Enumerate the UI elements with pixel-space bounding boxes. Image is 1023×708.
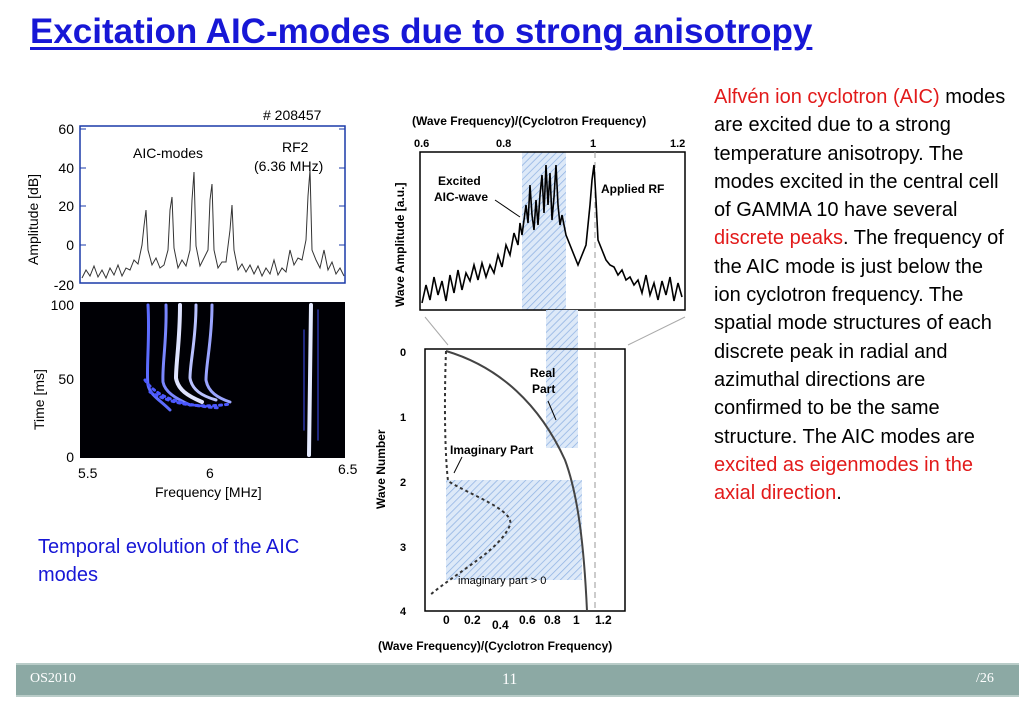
dispersion-plot-frame — [424, 348, 626, 612]
dispersion-xtick: 1.2 — [595, 613, 612, 627]
dispersion-xtick: 0.2 — [464, 613, 481, 627]
dispersion-xtick: 0.6 — [519, 613, 536, 627]
description-segment: discrete peaks — [714, 227, 843, 250]
real-part-curve — [445, 350, 588, 612]
spectrogram-traces — [143, 303, 319, 457]
spectrum-ytick: 0 — [66, 237, 74, 253]
footer-conference-label: OS2010 — [30, 671, 76, 686]
slide-title: Excitation AIC-modes due to strong aniso… — [30, 12, 813, 51]
dispersion-xtick: 0.4 — [492, 618, 509, 632]
dispersion-hatched-band — [446, 480, 582, 580]
wave-top-ticks: 0.6 0.8 1 1.2 — [414, 138, 685, 150]
spectrogram-ytick: 100 — [51, 297, 75, 313]
dispersion-xlabel: (Wave Frequency)/(Cyclotron Frequency) — [378, 639, 612, 653]
footer-page-total: /26 — [976, 671, 994, 686]
excited-aic-arrow — [494, 199, 521, 218]
spectrum-plot-ticks — [80, 128, 345, 246]
excited-aic-label: Excited — [438, 174, 481, 188]
spectrum-yticks: 60 40 20 0 -20 — [54, 121, 74, 293]
real-part-label-line2: Part — [532, 382, 555, 396]
wave-amplitude-ylabel: Wave Amplitude [a.u.] — [393, 183, 407, 307]
spectrogram-xticks: 5.5 6 6.5 — [78, 461, 358, 481]
spectrogram-xlabel: Frequency [MHz] — [155, 484, 262, 500]
wave-and-dispersion-figure: (Wave Frequency)/(Cyclotron Frequency) 0… — [374, 114, 686, 653]
figure-caption: Temporal evolution of the AIC modes — [38, 536, 300, 586]
description-segment: . The frequency of the AIC mode is just … — [714, 227, 1004, 448]
description-segment: Alfvén ion cyclotron (AIC) — [714, 86, 940, 108]
spectrum-ytick: 60 — [58, 121, 74, 137]
dispersion-ytick: 3 — [400, 542, 406, 554]
description-text: Alfvén ion cyclotron (AIC) modes are exc… — [714, 83, 1014, 507]
spectrum-ytick: 40 — [58, 160, 74, 176]
imaginary-part-arrow — [453, 456, 463, 474]
spectrum-ytick: 20 — [58, 198, 74, 214]
real-part-label: Real — [530, 366, 555, 380]
wave-top-tick: 0.8 — [496, 138, 511, 150]
spectrum-and-spectrogram-figure: # 208457 AIC-modes RF2 (6.36 MHz) 60 40 … — [25, 107, 358, 500]
imaginary-positive-label: imaginary part > 0 — [458, 575, 546, 587]
dispersion-hatched-column — [546, 310, 578, 448]
rf2-label: RF2 — [282, 139, 309, 155]
imaginary-part-label: Imaginary Part — [450, 443, 533, 457]
spectrum-plot-frame — [79, 125, 346, 284]
wave-top-tick: 1 — [590, 138, 596, 150]
spectrogram-xtick: 6 — [206, 465, 214, 481]
dispersion-xtick: 0 — [443, 613, 450, 627]
spectrum-ytick: -20 — [54, 277, 74, 293]
dispersion-ytick: 2 — [400, 477, 406, 489]
spectrum-ylabel: Amplitude [dB] — [25, 174, 41, 265]
wave-top-tick: 0.6 — [414, 138, 429, 150]
spectrogram-yticks: 100 50 0 — [51, 297, 75, 465]
applied-rf-label: Applied RF — [601, 182, 664, 196]
dispersion-yticks: 0 1 2 3 4 — [400, 347, 407, 618]
spectrogram-xtick: 6.5 — [338, 461, 358, 477]
rf2-frequency-label: (6.36 MHz) — [254, 158, 323, 174]
description-segment: . — [836, 482, 842, 505]
dispersion-ytick: 0 — [400, 347, 406, 359]
wave-hatched-band — [522, 152, 566, 310]
spectrogram-xtick: 5.5 — [78, 465, 98, 481]
dispersion-xtick: 0.8 — [544, 613, 561, 627]
slide-footer: OS2010 11 /26 — [16, 663, 1019, 697]
dispersion-ylabel: Wave Number — [374, 429, 388, 509]
excited-aic-wave-label: AIC-wave — [434, 190, 488, 204]
shot-number-label: # 208457 — [263, 107, 322, 123]
spectrogram-ylabel: Time [ms] — [31, 369, 47, 430]
plot-connector-lines — [424, 316, 686, 346]
dispersion-ytick: 4 — [400, 606, 407, 618]
spectrogram-ytick: 0 — [66, 449, 74, 465]
spectrogram-ytick: 50 — [58, 371, 74, 387]
dispersion-xticks: 0 0.2 0.4 0.6 0.8 1 1.2 — [443, 613, 612, 632]
description-segment: modes are excited due to a strong temper… — [714, 86, 1006, 222]
wave-amplitude-trace — [421, 164, 683, 304]
footer-page-number: 11 — [502, 671, 518, 688]
wave-top-axis-label: (Wave Frequency)/(Cyclotron Frequency) — [412, 114, 646, 128]
dispersion-xtick: 1 — [573, 613, 580, 627]
dispersion-ytick: 1 — [400, 412, 406, 424]
aic-modes-label: AIC-modes — [133, 145, 203, 161]
description-segment: excited as eigenmodes in the axial direc… — [714, 453, 974, 505]
wave-top-tick: 1.2 — [670, 138, 685, 150]
spectrum-trace — [81, 169, 345, 280]
real-part-arrow — [547, 400, 557, 421]
